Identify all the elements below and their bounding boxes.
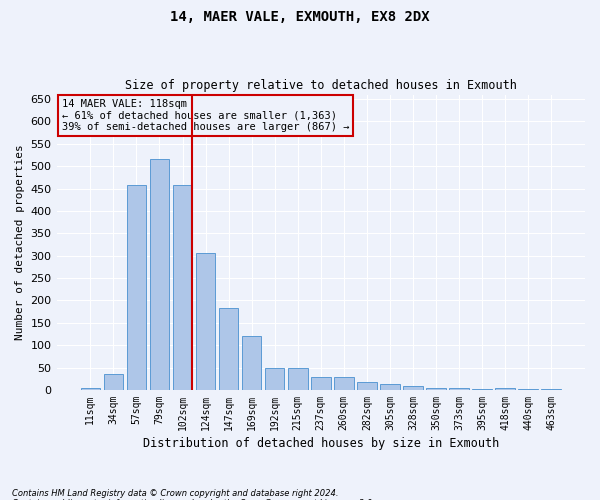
Bar — [449, 388, 469, 390]
Bar — [288, 368, 308, 390]
Bar — [80, 388, 100, 390]
Bar — [311, 378, 331, 390]
X-axis label: Distribution of detached houses by size in Exmouth: Distribution of detached houses by size … — [143, 437, 499, 450]
Bar — [104, 374, 123, 390]
Bar — [357, 382, 377, 390]
Bar — [219, 308, 238, 390]
Bar — [380, 384, 400, 390]
Text: 14 MAER VALE: 118sqm
← 61% of detached houses are smaller (1,363)
39% of semi-de: 14 MAER VALE: 118sqm ← 61% of detached h… — [62, 99, 349, 132]
Text: Contains public sector information licensed under the Open Government Licence v3: Contains public sector information licen… — [12, 498, 375, 500]
Text: 14, MAER VALE, EXMOUTH, EX8 2DX: 14, MAER VALE, EXMOUTH, EX8 2DX — [170, 10, 430, 24]
Bar — [334, 378, 353, 390]
Bar — [173, 185, 193, 390]
Bar — [426, 388, 446, 390]
Bar — [496, 388, 515, 390]
Bar — [196, 254, 215, 390]
Y-axis label: Number of detached properties: Number of detached properties — [15, 144, 25, 340]
Text: Contains HM Land Registry data © Crown copyright and database right 2024.: Contains HM Land Registry data © Crown c… — [12, 488, 338, 498]
Bar — [541, 388, 561, 390]
Bar — [242, 336, 262, 390]
Title: Size of property relative to detached houses in Exmouth: Size of property relative to detached ho… — [125, 79, 517, 92]
Bar — [127, 185, 146, 390]
Bar — [149, 160, 169, 390]
Bar — [472, 388, 492, 390]
Bar — [518, 388, 538, 390]
Bar — [403, 386, 423, 390]
Bar — [265, 368, 284, 390]
